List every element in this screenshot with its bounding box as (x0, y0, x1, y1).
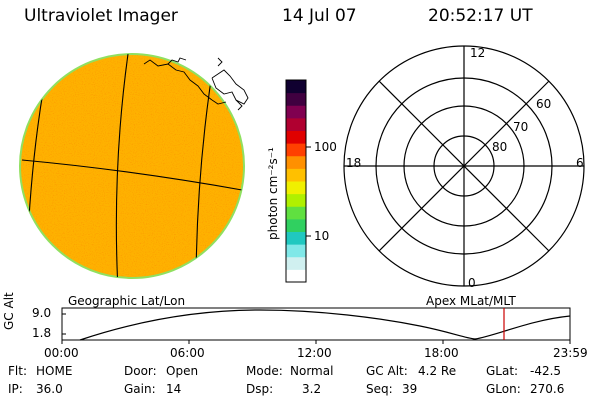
xtick-label-0600: 06:00 (170, 346, 205, 360)
colorbar-swatch (286, 155, 306, 169)
glat-value: -42.5 (530, 364, 562, 378)
colorbar-swatch (286, 168, 306, 182)
dsp-value: 3.2 (302, 382, 322, 396)
mlt-label-6: 6 (576, 156, 584, 170)
seq-value: 39 (402, 382, 418, 396)
colorbar-swatch (286, 206, 306, 220)
colorbar-swatch (286, 256, 306, 270)
colorbar-swatch (286, 130, 306, 144)
colorbar-swatch (286, 92, 306, 106)
globe-limb (19, 53, 245, 279)
date-label: 14 Jul 07 (282, 6, 357, 26)
mlt-label-0: 0 (468, 276, 476, 290)
xtick-label-1800: 18:00 (424, 346, 459, 360)
colorbar-swatch (286, 105, 306, 119)
colorbar-tick-label-10: 10 (314, 229, 330, 243)
colorbar-swatch (286, 143, 306, 157)
altitude-ymax-label: 9.0 (32, 306, 52, 320)
mlt-label-18: 18 (346, 156, 362, 170)
altitude-curve (79, 309, 571, 341)
mlat-label-80: 80 (492, 140, 508, 154)
colorbar-frame (285, 79, 307, 283)
mlat-label-70: 70 (513, 120, 529, 134)
gain-value: 14 (166, 382, 182, 396)
colorbar-tick-label-100: 100 (314, 140, 337, 154)
mode-label: Mode: (246, 364, 283, 378)
colorbar-swatch (286, 181, 306, 195)
ip-value: 36.0 (36, 382, 63, 396)
coastline (143, 57, 249, 111)
time-label: 20:52:17 UT (428, 6, 533, 26)
colorbar-swatch (286, 218, 306, 232)
glat-label: GLat: (486, 364, 519, 378)
seq-label: Seq: (366, 382, 393, 396)
instrument-title: Ultraviolet Imager (24, 6, 178, 26)
gcalt-value: 4.2 Re (418, 364, 457, 378)
flt-label: Flt: (8, 364, 27, 378)
colorbar-swatch (286, 269, 306, 283)
dsp-label: Dsp: (246, 382, 274, 396)
colorbar-gradient (286, 80, 306, 283)
xtick-label-1200: 12:00 (297, 346, 332, 360)
altitude-ymin-label: 1.8 (32, 326, 52, 340)
gain-label: Gain: (124, 382, 156, 396)
glon-value: 270.6 (530, 382, 565, 396)
mode-value: Normal (290, 364, 334, 378)
latitude-line (21, 159, 243, 191)
ip-label: IP: (8, 382, 23, 396)
gcalt-label: GC Alt: (366, 364, 408, 378)
geographic-projection-label: Geographic Lat/Lon (68, 294, 186, 308)
mlat-label-60: 60 (536, 97, 552, 111)
colorbar-swatch (286, 231, 306, 245)
xtick-label-0000: 00:00 (44, 346, 79, 360)
colorbar-swatch (286, 193, 306, 207)
colorbar-swatch (286, 117, 306, 131)
mlt-label-12: 12 (470, 46, 486, 60)
xtick-label-2359: 23:59 (553, 346, 588, 360)
longitude-line (115, 54, 129, 278)
flt-value: HOME (36, 364, 73, 378)
globe-noise-texture (20, 54, 244, 278)
colorbar-swatch (286, 244, 306, 258)
glon-label: GLon: (486, 382, 521, 396)
colorbar-swatch (286, 80, 306, 94)
polar-diagonal (378, 80, 550, 252)
door-label: Door: (124, 364, 157, 378)
door-value: Open (166, 364, 199, 378)
altitude-ylabel: GC Alt (2, 292, 16, 330)
apex-projection-label: Apex MLat/MLT (426, 294, 516, 308)
